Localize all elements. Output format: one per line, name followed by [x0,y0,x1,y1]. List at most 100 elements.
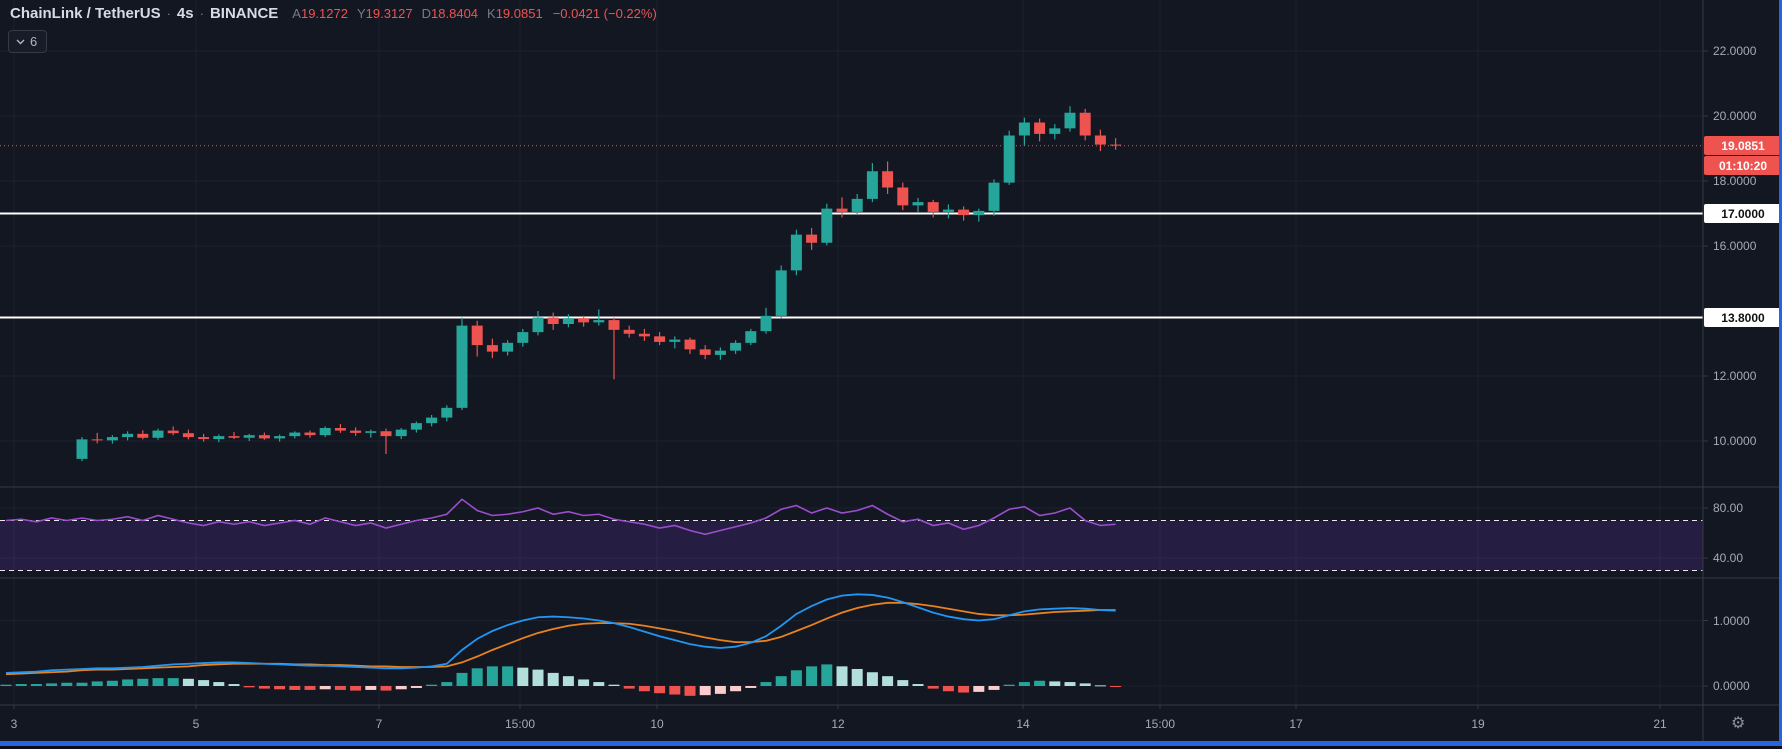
candle-body [350,430,362,433]
time-axis-label: 12 [831,717,845,731]
candle-body [304,432,316,436]
macd-histogram-bar [684,686,696,696]
time-axis[interactable]: 3 5 7 15:00 10 12 14 15:00 17 19 21 [0,706,1703,743]
candle-body [532,317,544,333]
candle-body [289,432,301,437]
macd-histogram-bar [1064,682,1076,686]
candle-body [851,198,863,212]
time-axis-settings-gear-icon[interactable]: ⚙ [1731,715,1746,732]
candle-body [486,345,498,352]
macd-histogram-bar [851,668,863,686]
price-axis-label: 40.00 [1713,551,1744,565]
macd-histogram-bar [152,678,164,686]
macd-histogram-bar [836,666,848,686]
candle-body [608,320,620,330]
macd-histogram-bar [638,686,650,692]
macd-line [5,593,1116,674]
candle-body [790,234,802,271]
macd-histogram-bar [517,667,529,686]
macd-histogram-bar [243,686,255,688]
price-axis-label: 18.0000 [1713,174,1757,188]
candle-body [152,430,164,438]
macd-histogram-bar [30,684,42,686]
candle-body [958,209,970,216]
candle-body [1110,144,1122,146]
separator-dot: · [199,6,204,21]
macd-histogram-bar [122,679,134,686]
candle-body [1034,122,1046,134]
macd-histogram-bar [1034,680,1046,686]
macd-histogram-bar [745,686,757,688]
price-axis-label: 80.00 [1713,501,1744,515]
separator-dot: · [166,6,171,21]
macd-histogram-bar [547,672,559,686]
candle-body [897,187,909,206]
candle-body [137,433,149,438]
candle-body [243,435,255,438]
candle-body [730,342,742,351]
macd-histogram-bar [1018,682,1030,686]
bottom-filler [0,746,1782,749]
macd-histogram-bar [927,686,939,689]
collapsed-count-label: 6 [30,34,38,49]
candle-body [213,436,225,440]
ohlc-item: A19.1272 [292,6,348,21]
symbol-title[interactable]: ChainLink / TetherUS [10,5,161,22]
chart-focus-border-right [1779,0,1782,746]
macd-histogram-bar [958,686,970,693]
candle-body [593,320,605,323]
macd-histogram-bar [486,666,498,686]
macd-histogram-bar [471,668,483,686]
time-axis-label: 15:00 [1144,717,1176,731]
macd-histogram-bar [866,672,878,686]
macd-histogram-bar [0,684,12,686]
price-axis-label: 22.0000 [1713,44,1757,58]
macd-histogram-bar [213,682,225,686]
candle-body [684,339,696,350]
macd-histogram-bar [593,682,605,686]
macd-histogram-bar [790,670,802,686]
macd-histogram-bar [319,686,331,690]
macd-histogram-bar [46,683,58,686]
macd-histogram-bar [730,686,742,692]
macd-histogram-bar [441,682,453,686]
time-axis-label: 3 [10,717,18,731]
macd-histogram-bar [699,686,711,696]
candle-body [988,182,1000,211]
candle-body [122,433,134,438]
time-axis-label: 19 [1471,717,1485,731]
chevron-down-icon [16,39,25,44]
candle-body [882,171,894,188]
macd-histogram-bar [1049,681,1061,686]
candle-body [1003,135,1015,183]
candle-body [912,202,924,206]
candle-body [167,430,179,434]
ohlc-item: D18.8404 [421,6,479,21]
macd-histogram-bar [532,669,544,686]
macd-histogram-bar [106,680,118,686]
price-axis[interactable]: 22.0000 20.0000 18.0000 16.0000 12.0000 10.00… [1703,0,1782,705]
candle-body [714,350,726,355]
macd-histogram-bar [1079,683,1091,686]
macd-histogram-bar [623,686,635,689]
candle-body [745,331,757,343]
candle-body [426,417,438,424]
macd-histogram-bar [182,678,194,686]
macd-histogram-bar [654,686,666,694]
macd-histogram-bar [91,681,103,686]
macd-histogram-bar [1110,686,1122,687]
ohlc-readout: A19.1272 Y19.3127 D18.8404 K19.0851 [292,6,542,21]
macd-histogram-bar [775,676,787,686]
indicators-collapse-button[interactable]: 6 [8,30,48,53]
interval-label[interactable]: 4s [176,5,194,22]
ohlc-item: K19.0851 [487,6,543,21]
candle-body [760,315,772,332]
candle-body [456,325,468,408]
time-axis-label: 17 [1289,717,1303,731]
drawn-line-price-badge: 17.0000 [1704,204,1782,223]
candle-body [1018,122,1030,136]
candle-body [517,332,529,343]
price-axis-label: 20.0000 [1713,109,1757,123]
